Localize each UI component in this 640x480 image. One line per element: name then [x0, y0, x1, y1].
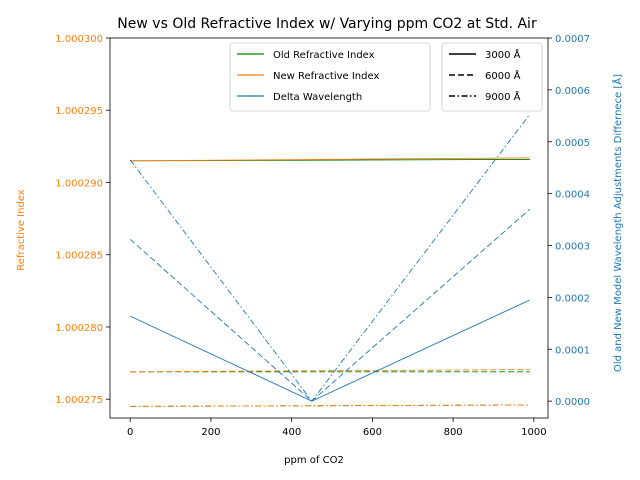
legend-label: 3000 Å	[485, 48, 521, 61]
y-right-tick-label: 0.0005	[555, 138, 590, 149]
y-left-tick-label: 1.000295	[55, 106, 103, 117]
y-axis-right: 0.0000 0.0001 0.0002 0.0003 0.0004 0.0005 0.00…	[548, 34, 590, 408]
series-line-new-index-6000	[130, 369, 530, 373]
legend-label: 6000 Å	[485, 69, 521, 82]
y-axis-left: 1.000275 1.000280 1.000285 1.000290 1.000295…	[55, 34, 110, 406]
series-line-new-index-3000	[130, 157, 530, 162]
y-left-tick-label: 1.000285	[55, 251, 103, 262]
series-line-new-index-9000	[130, 404, 530, 407]
y-right-tick-label: 0.0000	[555, 397, 590, 408]
x-tick-label: 400	[282, 427, 301, 438]
legend-wavelengths-box	[441, 42, 543, 112]
y-right-tick-label: 0.0002	[555, 293, 590, 304]
plot-frame	[109, 37, 549, 419]
y-left-tick-label: 1.000290	[55, 178, 103, 189]
x-tick-label: 1000	[521, 427, 546, 438]
x-axis: 0 200 400 600 800 1000	[127, 418, 547, 438]
legend-series: Old Refractive Index New Refractive Index…	[229, 42, 431, 112]
y-right-tick-label: 0.0007	[555, 34, 590, 45]
y-right-tick-label: 0.0001	[555, 345, 590, 356]
y-right-tick-label: 0.0006	[555, 86, 590, 97]
y-axis-left-label: Refractive Index	[16, 189, 27, 270]
x-tick-label: 600	[363, 427, 382, 438]
y-right-tick-label: 0.0003	[555, 242, 590, 253]
y-left-tick-label: 1.000300	[55, 34, 103, 45]
legend-label: Delta Wavelength	[273, 92, 362, 103]
series-line-delta-9000	[129, 114, 531, 402]
chart-title: New vs Old Refractive Index w/ Varying p…	[117, 16, 537, 32]
legend-label: Old Refractive Index	[273, 50, 375, 61]
legend-label: New Refractive Index	[273, 71, 379, 82]
y-right-tick-label: 0.0004	[555, 190, 590, 201]
y-axis-right-label: Old and New Model Wavelength Adjustments…	[611, 74, 624, 372]
legend-wavelengths: 3000 Å 6000 Å 9000 Å	[441, 42, 543, 112]
x-tick-label: 200	[201, 427, 220, 438]
legend-label: 9000 Å	[485, 90, 521, 103]
y-left-tick-label: 1.000280	[55, 323, 103, 334]
y-left-tick-label: 1.000275	[55, 395, 103, 406]
legend-series-box	[229, 42, 431, 112]
x-axis-label: ppm of CO2	[284, 455, 344, 466]
x-tick-label: 800	[444, 427, 463, 438]
x-tick-label: 0	[127, 427, 133, 438]
plot-area	[129, 114, 531, 407]
